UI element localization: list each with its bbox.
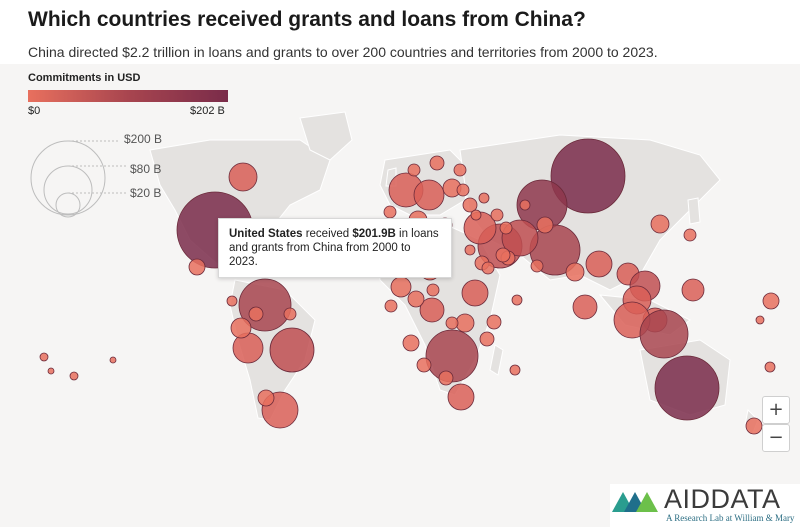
country-bubble[interactable] [402, 334, 420, 352]
page-title: Which countries received grants and loan… [28, 8, 586, 31]
size-legend-circle [43, 165, 93, 215]
country-bubble[interactable] [519, 199, 531, 211]
country-bubble[interactable] [426, 283, 440, 297]
legend-color-bar [28, 90, 228, 102]
country-bubble[interactable] [445, 316, 459, 330]
country-bubble[interactable] [413, 179, 445, 211]
country-bubble[interactable] [479, 331, 495, 347]
country-bubble[interactable] [188, 258, 206, 276]
country-bubble[interactable] [470, 209, 482, 221]
country-bubble[interactable] [478, 192, 490, 204]
size-legend-circle [55, 192, 81, 218]
world-map[interactable] [0, 64, 800, 527]
map-area[interactable] [0, 64, 800, 527]
legend-title: Commitments in USD [28, 72, 141, 84]
country-bubble[interactable] [572, 294, 598, 320]
country-bubble[interactable] [495, 247, 511, 263]
country-bubble[interactable] [486, 314, 502, 330]
country-bubble[interactable] [248, 306, 264, 322]
country-bubble[interactable] [464, 244, 476, 256]
tooltip-amount: $201.9B [352, 228, 396, 240]
country-bubble[interactable] [530, 259, 544, 273]
country-bubble[interactable] [509, 364, 521, 376]
country-bubble[interactable] [536, 216, 554, 234]
country-bubble[interactable] [453, 163, 467, 177]
country-bubble[interactable] [228, 162, 258, 192]
size-legend-label-200: $200 B [124, 132, 163, 146]
logo-data: DATA [710, 484, 781, 514]
country-bubble[interactable] [69, 371, 79, 381]
legend-min-label: $0 [28, 105, 41, 117]
country-bubble[interactable] [419, 297, 445, 323]
land-shape [299, 111, 353, 161]
country-tooltip: United States received $201.9B in loans … [218, 218, 452, 278]
country-bubble[interactable] [384, 299, 398, 313]
country-bubble[interactable] [438, 370, 454, 386]
land-shape [687, 197, 701, 225]
country-bubble[interactable] [565, 262, 585, 282]
country-bubble[interactable] [257, 389, 275, 407]
country-bubble[interactable] [226, 295, 238, 307]
country-bubble[interactable] [755, 315, 765, 325]
country-bubble[interactable] [745, 417, 763, 435]
country-bubble[interactable] [639, 309, 689, 359]
country-bubble[interactable] [230, 317, 252, 339]
tooltip-country: United States [229, 228, 303, 240]
country-bubble[interactable] [499, 221, 513, 235]
tooltip-post: in loans and grants from China from 2000… [229, 228, 439, 268]
country-bubble[interactable] [650, 214, 670, 234]
country-bubble[interactable] [681, 278, 705, 302]
page-subtitle: China directed $2.2 trillion in loans an… [28, 44, 658, 60]
country-bubble[interactable] [390, 276, 412, 298]
size-legend-label-20: $20 B [130, 186, 162, 200]
country-bubble[interactable] [762, 292, 780, 310]
country-bubble[interactable] [462, 197, 478, 213]
logo-aid: AID [664, 484, 711, 514]
country-bubble[interactable] [416, 357, 432, 373]
zoom-out-button[interactable]: − [762, 424, 790, 452]
legend-max-label: $202 B [190, 105, 225, 117]
logo-mark-icon [612, 492, 658, 512]
country-bubble[interactable] [407, 290, 425, 308]
country-bubble[interactable] [550, 138, 626, 214]
country-bubble[interactable] [455, 313, 475, 333]
size-legend-circle [30, 140, 106, 216]
size-legend-label-80: $80 B [130, 162, 162, 176]
country-bubble[interactable] [383, 205, 397, 219]
country-bubble[interactable] [47, 367, 55, 375]
country-bubble[interactable] [283, 307, 297, 321]
country-bubble[interactable] [481, 261, 495, 275]
country-bubble[interactable] [39, 352, 49, 362]
country-bubble[interactable] [407, 163, 421, 177]
country-bubble[interactable] [461, 279, 489, 307]
size-legend [30, 140, 126, 218]
country-bubble[interactable] [764, 361, 776, 373]
zoom-in-button[interactable]: + [762, 396, 790, 424]
country-bubble[interactable] [654, 355, 720, 421]
country-bubble[interactable] [109, 356, 117, 364]
country-bubble[interactable] [429, 155, 445, 171]
tooltip-pre: received [302, 228, 353, 240]
aiddata-logo: AIDDATA A Research Lab at William & Mary [610, 484, 800, 527]
land-shape [489, 344, 504, 376]
country-bubble[interactable] [269, 327, 315, 373]
country-bubble[interactable] [447, 383, 475, 411]
country-bubble[interactable] [683, 228, 697, 242]
country-bubble[interactable] [511, 294, 523, 306]
logo-tagline: A Research Lab at William & Mary [666, 513, 795, 523]
country-bubble[interactable] [490, 208, 504, 222]
country-bubble[interactable] [585, 250, 613, 278]
logo-wordmark: AIDDATA [664, 484, 781, 515]
country-bubble[interactable] [456, 183, 470, 197]
